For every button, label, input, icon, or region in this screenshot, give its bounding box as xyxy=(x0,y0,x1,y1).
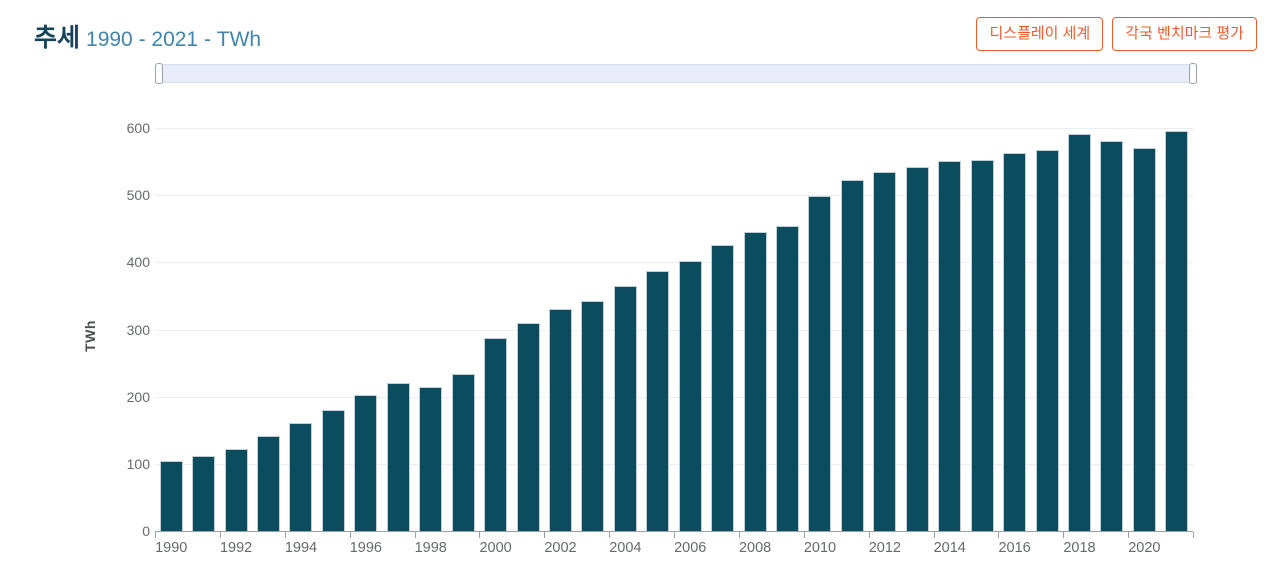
bar-1994[interactable] xyxy=(289,422,313,531)
x-tick-mark xyxy=(414,532,416,538)
x-tick-mark xyxy=(479,532,481,538)
x-tick-mark xyxy=(1128,532,1130,538)
x-tick-label: 1998 xyxy=(414,540,447,556)
range-slider-left-handle[interactable] xyxy=(155,63,163,84)
bar-1991[interactable] xyxy=(192,456,216,531)
bar-2006[interactable] xyxy=(678,260,702,531)
x-tick-label: 1990 xyxy=(155,540,188,556)
x-tick-mark xyxy=(219,532,221,538)
bar-2005[interactable] xyxy=(646,271,670,531)
bar-2018[interactable] xyxy=(1067,134,1091,531)
bar-2020[interactable] xyxy=(1132,148,1156,531)
title-range: 1990 - 2021 - TWh xyxy=(86,28,262,51)
bar-2009[interactable] xyxy=(776,226,800,531)
y-tick-label: 200 xyxy=(126,388,150,405)
x-tick-label: 2010 xyxy=(803,540,837,556)
bar-2019[interactable] xyxy=(1100,140,1124,531)
x-tick-mark xyxy=(155,532,156,538)
bar-1999[interactable] xyxy=(451,373,475,531)
y-tick-label: 400 xyxy=(126,254,150,271)
bar-2017[interactable] xyxy=(1035,150,1059,531)
x-axis-line xyxy=(155,531,1193,532)
y-tick-label: 0 xyxy=(142,523,150,539)
x-tick-label: 2012 xyxy=(868,540,901,556)
x-tick-label: 2014 xyxy=(933,540,966,556)
x-tick-label: 1994 xyxy=(284,540,318,556)
gridline-200 xyxy=(155,396,1193,398)
y-tick-label: 300 xyxy=(126,321,150,338)
y-axis-title: TWh xyxy=(82,320,98,352)
x-tick-mark xyxy=(998,532,1000,538)
bar-2015[interactable] xyxy=(970,160,994,531)
gridline-500 xyxy=(155,195,1193,197)
x-tick-label: 2020 xyxy=(1128,540,1161,556)
x-tick-label: 1996 xyxy=(349,540,382,556)
bar-1992[interactable] xyxy=(224,449,248,531)
x-tick-mark xyxy=(1063,532,1065,538)
x-tick-mark xyxy=(544,532,546,538)
gridline-600 xyxy=(155,128,1193,129)
gridline-100 xyxy=(155,463,1193,465)
gridline-300 xyxy=(155,329,1193,331)
bar-2004[interactable] xyxy=(613,285,637,531)
bar-2021[interactable] xyxy=(1165,130,1189,531)
header-buttons: 디스플레이 세계 각국 벤치마크 평가 xyxy=(976,17,1257,51)
x-tick-mark xyxy=(284,532,286,538)
bar-1990[interactable] xyxy=(159,461,183,531)
x-tick-label: 2018 xyxy=(1063,540,1096,556)
bar-1998[interactable] xyxy=(419,387,443,531)
display-world-button[interactable]: 디스플레이 세계 xyxy=(976,17,1104,51)
bar-1997[interactable] xyxy=(386,383,410,531)
bar-1993[interactable] xyxy=(257,436,281,531)
y-tick-label: 100 xyxy=(126,455,150,472)
bar-2012[interactable] xyxy=(873,171,897,531)
y-tick-label: 500 xyxy=(126,187,150,204)
bar-2001[interactable] xyxy=(516,323,540,531)
bar-2002[interactable] xyxy=(548,309,572,531)
bar-1996[interactable] xyxy=(354,394,378,531)
bar-2010[interactable] xyxy=(808,195,832,531)
x-tick-label: 2004 xyxy=(609,540,642,556)
bar-2013[interactable] xyxy=(905,166,929,531)
title-keyword: 추세 xyxy=(34,24,81,52)
x-tick-mark xyxy=(609,532,611,538)
bar-2014[interactable] xyxy=(938,160,962,531)
bar-2008[interactable] xyxy=(743,232,767,531)
bar-2000[interactable] xyxy=(484,337,508,531)
y-tick-label: 600 xyxy=(126,120,150,136)
range-slider[interactable] xyxy=(155,63,1197,84)
gridline-400 xyxy=(155,262,1193,264)
x-tick-label: 2006 xyxy=(674,540,707,556)
x-tick-mark xyxy=(803,532,805,538)
x-tick-label: 1992 xyxy=(219,540,253,556)
bar-2011[interactable] xyxy=(840,179,864,531)
bar-2007[interactable] xyxy=(711,244,735,531)
x-tick-mark xyxy=(933,532,935,538)
x-tick-mark xyxy=(674,532,675,538)
bar-1995[interactable] xyxy=(321,410,345,531)
range-slider-right-handle[interactable] xyxy=(1189,63,1197,84)
bar-2003[interactable] xyxy=(581,300,605,531)
x-tick-label: 2008 xyxy=(738,540,772,556)
x-tick-label: 2002 xyxy=(544,540,577,556)
x-tick-mark xyxy=(868,532,870,538)
bar-2016[interactable] xyxy=(1003,152,1027,531)
x-tick-label: 2000 xyxy=(479,540,512,556)
x-tick-mark xyxy=(738,532,740,538)
x-tick-mark xyxy=(349,532,351,538)
page-title: 추세 1990 - 2021 - TWh xyxy=(34,18,261,54)
x-tick-label: 2016 xyxy=(998,540,1031,556)
x-tick-mark xyxy=(1193,532,1194,538)
country-benchmark-button[interactable]: 각국 벤치마크 평가 xyxy=(1112,17,1257,51)
